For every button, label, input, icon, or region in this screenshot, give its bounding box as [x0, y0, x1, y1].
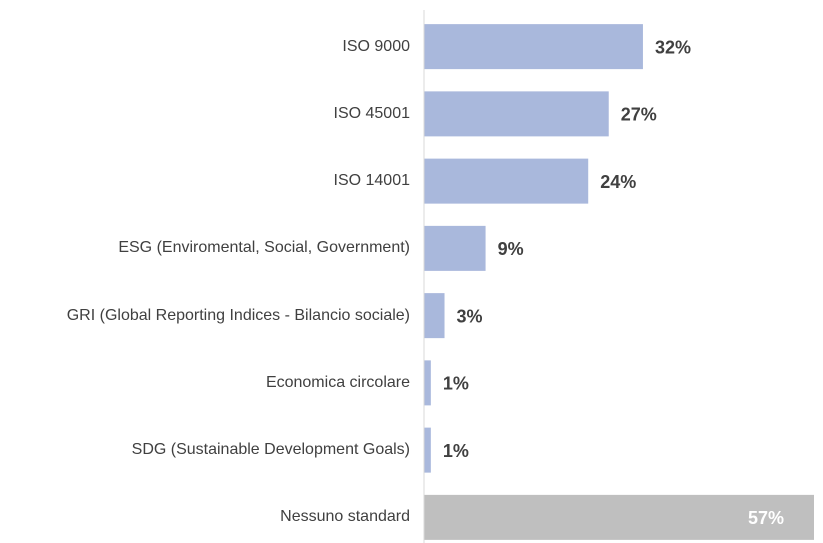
category-label: ISO 45001: [5, 80, 411, 147]
category-label: ESG (Enviromental, Social, Government): [5, 215, 410, 282]
category-text: ISO 14001: [333, 172, 411, 190]
category-text: ISO 45001: [333, 104, 411, 122]
bar: [424, 494, 814, 540]
category-text: GRI (Global Reporting Indices - Bilancio…: [66, 306, 410, 324]
category-label: GRI (Global Reporting Indices - Bilancio…: [5, 282, 410, 349]
value-label: 32%: [655, 37, 691, 57]
category-label: Nessuno standard: [5, 484, 410, 543]
value-label: 1%: [443, 441, 469, 461]
bar: [424, 360, 431, 406]
bar: [424, 158, 589, 204]
bar: [424, 225, 486, 271]
value-label: 57%: [748, 508, 784, 528]
category-text: Nessuno standard: [280, 508, 410, 526]
category-text: ISO 9000: [342, 37, 410, 55]
category-label: ISO 9000: [5, 13, 410, 80]
value-label: 24%: [600, 172, 636, 192]
bar: [424, 24, 643, 70]
bar: [424, 91, 609, 137]
category-label: ISO 14001: [5, 148, 411, 215]
value-label: 9%: [498, 239, 524, 259]
category-label: Economica circolare: [5, 349, 410, 416]
bar: [424, 293, 445, 339]
value-label: 3%: [457, 306, 483, 326]
category-text: Economica circolare: [265, 373, 410, 391]
bar: [424, 427, 431, 473]
value-label: 1%: [443, 374, 469, 394]
category-label: SDG (Sustainable Development Goals): [5, 417, 410, 484]
value-label: 27%: [621, 105, 657, 125]
category-text: SDG (Sustainable Development Goals): [131, 441, 410, 459]
category-text: ESG (Enviromental, Social, Government): [118, 239, 410, 257]
